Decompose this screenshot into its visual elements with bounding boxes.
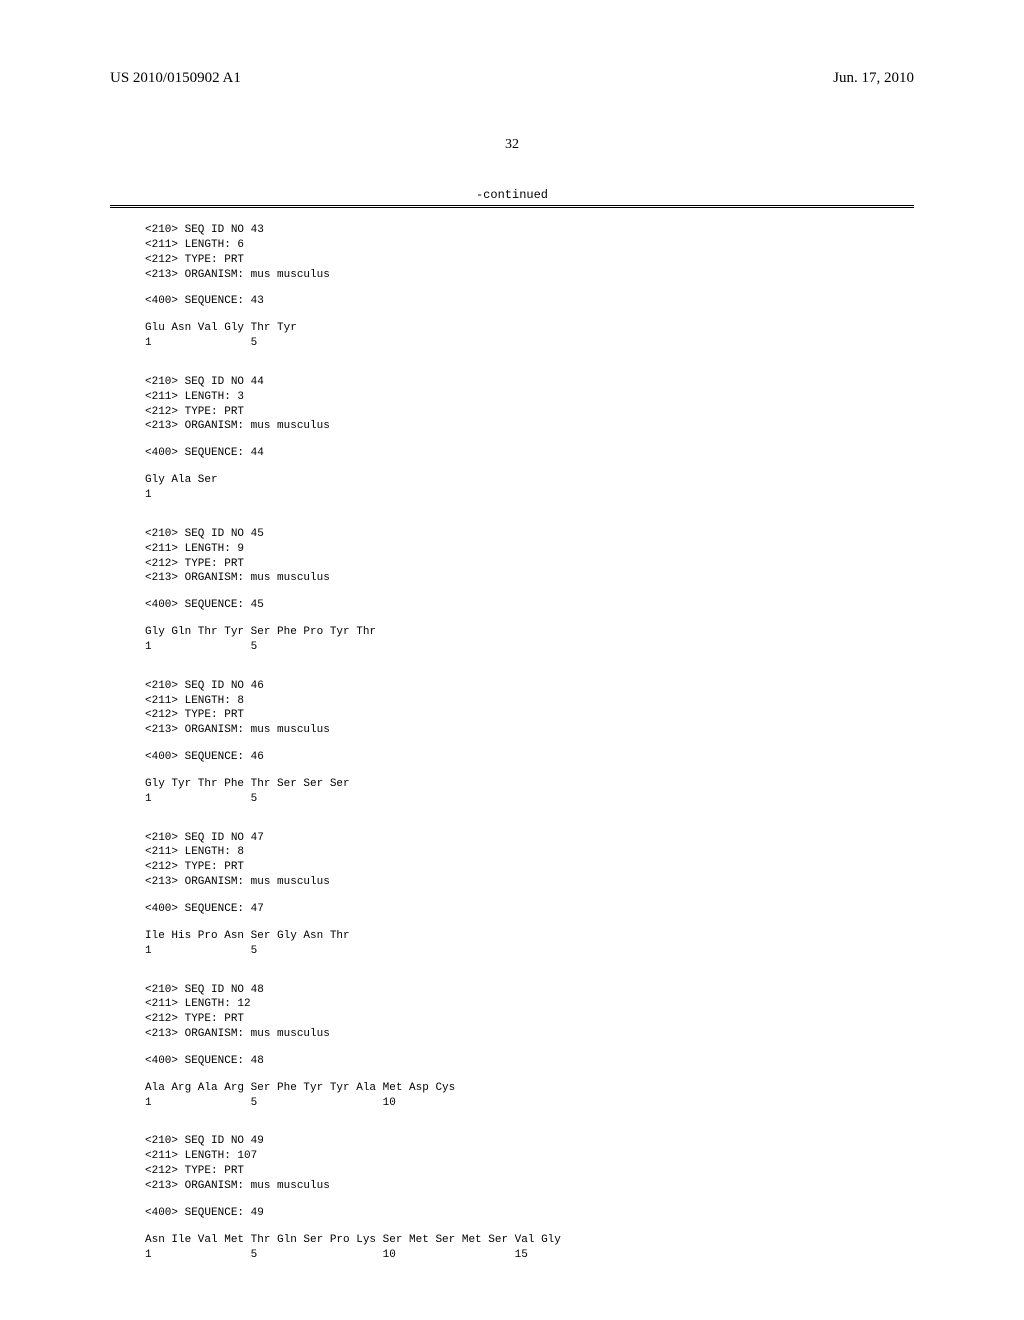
seq-positions: 1 5	[145, 944, 914, 959]
seq-id-line: <210> SEQ ID NO 47	[145, 831, 914, 846]
seq-residues: Gly Gln Thr Tyr Ser Phe Pro Tyr Thr	[145, 625, 914, 640]
seq-400-line: <400> SEQUENCE: 48	[145, 1054, 914, 1069]
seq-id-line: <210> SEQ ID NO 44	[145, 375, 914, 390]
seq-organism-line: <213> ORGANISM: mus musculus	[145, 723, 914, 738]
seq-organism-line: <213> ORGANISM: mus musculus	[145, 1179, 914, 1194]
seq-organism-line: <213> ORGANISM: mus musculus	[145, 571, 914, 586]
seq-type-line: <212> TYPE: PRT	[145, 405, 914, 420]
divider-bottom	[110, 207, 914, 208]
seq-residues: Gly Tyr Thr Phe Thr Ser Ser Ser	[145, 777, 914, 792]
seq-residues: Ala Arg Ala Arg Ser Phe Tyr Tyr Ala Met …	[145, 1081, 914, 1096]
seq-id-line: <210> SEQ ID NO 43	[145, 223, 914, 238]
seq-length-line: <211> LENGTH: 8	[145, 694, 914, 709]
seq-length-line: <211> LENGTH: 6	[145, 238, 914, 253]
sequence-block: <210> SEQ ID NO 48 <211> LENGTH: 12 <212…	[145, 983, 914, 1111]
seq-positions: 1 5	[145, 336, 914, 351]
sequence-block: <210> SEQ ID NO 46 <211> LENGTH: 8 <212>…	[145, 679, 914, 807]
sequence-block: <210> SEQ ID NO 43 <211> LENGTH: 6 <212>…	[145, 223, 914, 351]
seq-positions: 1	[145, 488, 914, 503]
seq-length-line: <211> LENGTH: 8	[145, 845, 914, 860]
seq-400-line: <400> SEQUENCE: 49	[145, 1206, 914, 1221]
seq-type-line: <212> TYPE: PRT	[145, 557, 914, 572]
seq-type-line: <212> TYPE: PRT	[145, 1164, 914, 1179]
seq-400-line: <400> SEQUENCE: 45	[145, 598, 914, 613]
sequence-content: <210> SEQ ID NO 43 <211> LENGTH: 6 <212>…	[110, 223, 914, 1262]
sequence-block: <210> SEQ ID NO 47 <211> LENGTH: 8 <212>…	[145, 831, 914, 959]
seq-400-line: <400> SEQUENCE: 46	[145, 750, 914, 765]
seq-id-line: <210> SEQ ID NO 48	[145, 983, 914, 998]
seq-id-line: <210> SEQ ID NO 45	[145, 527, 914, 542]
page-number: 32	[110, 137, 914, 153]
seq-organism-line: <213> ORGANISM: mus musculus	[145, 1027, 914, 1042]
sequence-block: <210> SEQ ID NO 45 <211> LENGTH: 9 <212>…	[145, 527, 914, 655]
seq-type-line: <212> TYPE: PRT	[145, 860, 914, 875]
seq-length-line: <211> LENGTH: 3	[145, 390, 914, 405]
patent-number: US 2010/0150902 A1	[110, 70, 241, 87]
seq-length-line: <211> LENGTH: 12	[145, 997, 914, 1012]
publication-date: Jun. 17, 2010	[833, 70, 914, 87]
seq-residues: Ile His Pro Asn Ser Gly Asn Thr	[145, 929, 914, 944]
seq-positions: 1 5	[145, 640, 914, 655]
seq-type-line: <212> TYPE: PRT	[145, 708, 914, 723]
seq-400-line: <400> SEQUENCE: 43	[145, 294, 914, 309]
seq-residues: Asn Ile Val Met Thr Gln Ser Pro Lys Ser …	[145, 1233, 914, 1248]
seq-residues: Gly Ala Ser	[145, 473, 914, 488]
seq-400-line: <400> SEQUENCE: 44	[145, 446, 914, 461]
seq-organism-line: <213> ORGANISM: mus musculus	[145, 268, 914, 283]
sequence-block: <210> SEQ ID NO 49 <211> LENGTH: 107 <21…	[145, 1134, 914, 1262]
seq-organism-line: <213> ORGANISM: mus musculus	[145, 419, 914, 434]
seq-positions: 1 5 10 15	[145, 1248, 914, 1263]
seq-residues: Glu Asn Val Gly Thr Tyr	[145, 321, 914, 336]
page-header: US 2010/0150902 A1 Jun. 17, 2010	[110, 70, 914, 87]
seq-id-line: <210> SEQ ID NO 49	[145, 1134, 914, 1149]
seq-organism-line: <213> ORGANISM: mus musculus	[145, 875, 914, 890]
seq-positions: 1 5	[145, 792, 914, 807]
seq-length-line: <211> LENGTH: 107	[145, 1149, 914, 1164]
seq-type-line: <212> TYPE: PRT	[145, 1012, 914, 1027]
continued-label: -continued	[110, 188, 914, 202]
sequence-block: <210> SEQ ID NO 44 <211> LENGTH: 3 <212>…	[145, 375, 914, 503]
divider-top	[110, 205, 914, 206]
seq-type-line: <212> TYPE: PRT	[145, 253, 914, 268]
seq-length-line: <211> LENGTH: 9	[145, 542, 914, 557]
seq-400-line: <400> SEQUENCE: 47	[145, 902, 914, 917]
seq-positions: 1 5 10	[145, 1096, 914, 1111]
seq-id-line: <210> SEQ ID NO 46	[145, 679, 914, 694]
